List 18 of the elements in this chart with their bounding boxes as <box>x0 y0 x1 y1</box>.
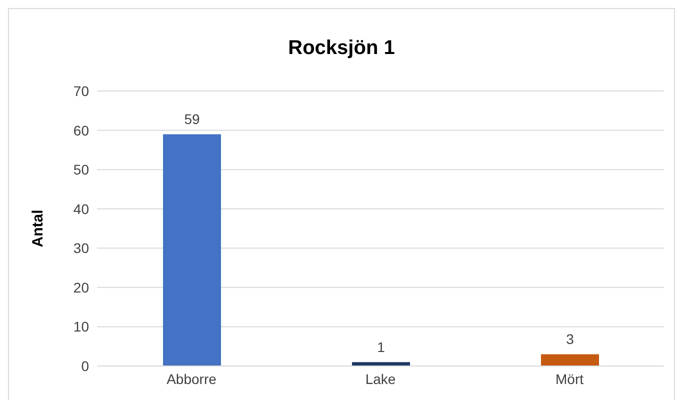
y-tick-label: 70 <box>73 82 90 99</box>
y-tick-label: 40 <box>73 200 90 217</box>
y-tick-label: 60 <box>73 122 90 138</box>
x-tick-label: Lake <box>365 370 396 387</box>
x-tick-label: Abborre <box>166 370 217 387</box>
y-tick-label: 50 <box>73 162 90 178</box>
x-tick-label: Mört <box>556 370 584 387</box>
data-label: 3 <box>566 331 574 348</box>
y-tick-label: 30 <box>73 240 90 256</box>
data-label: 59 <box>184 111 200 128</box>
y-axis-title: Antal <box>29 210 46 248</box>
chart-title: Rocksjön 1 <box>287 37 396 60</box>
data-label: 1 <box>377 339 386 356</box>
bar <box>163 134 221 366</box>
y-tick-label: 0 <box>81 358 90 374</box>
bar <box>541 354 599 366</box>
y-tick-label: 10 <box>73 318 90 335</box>
y-tick-label: 20 <box>73 279 90 296</box>
